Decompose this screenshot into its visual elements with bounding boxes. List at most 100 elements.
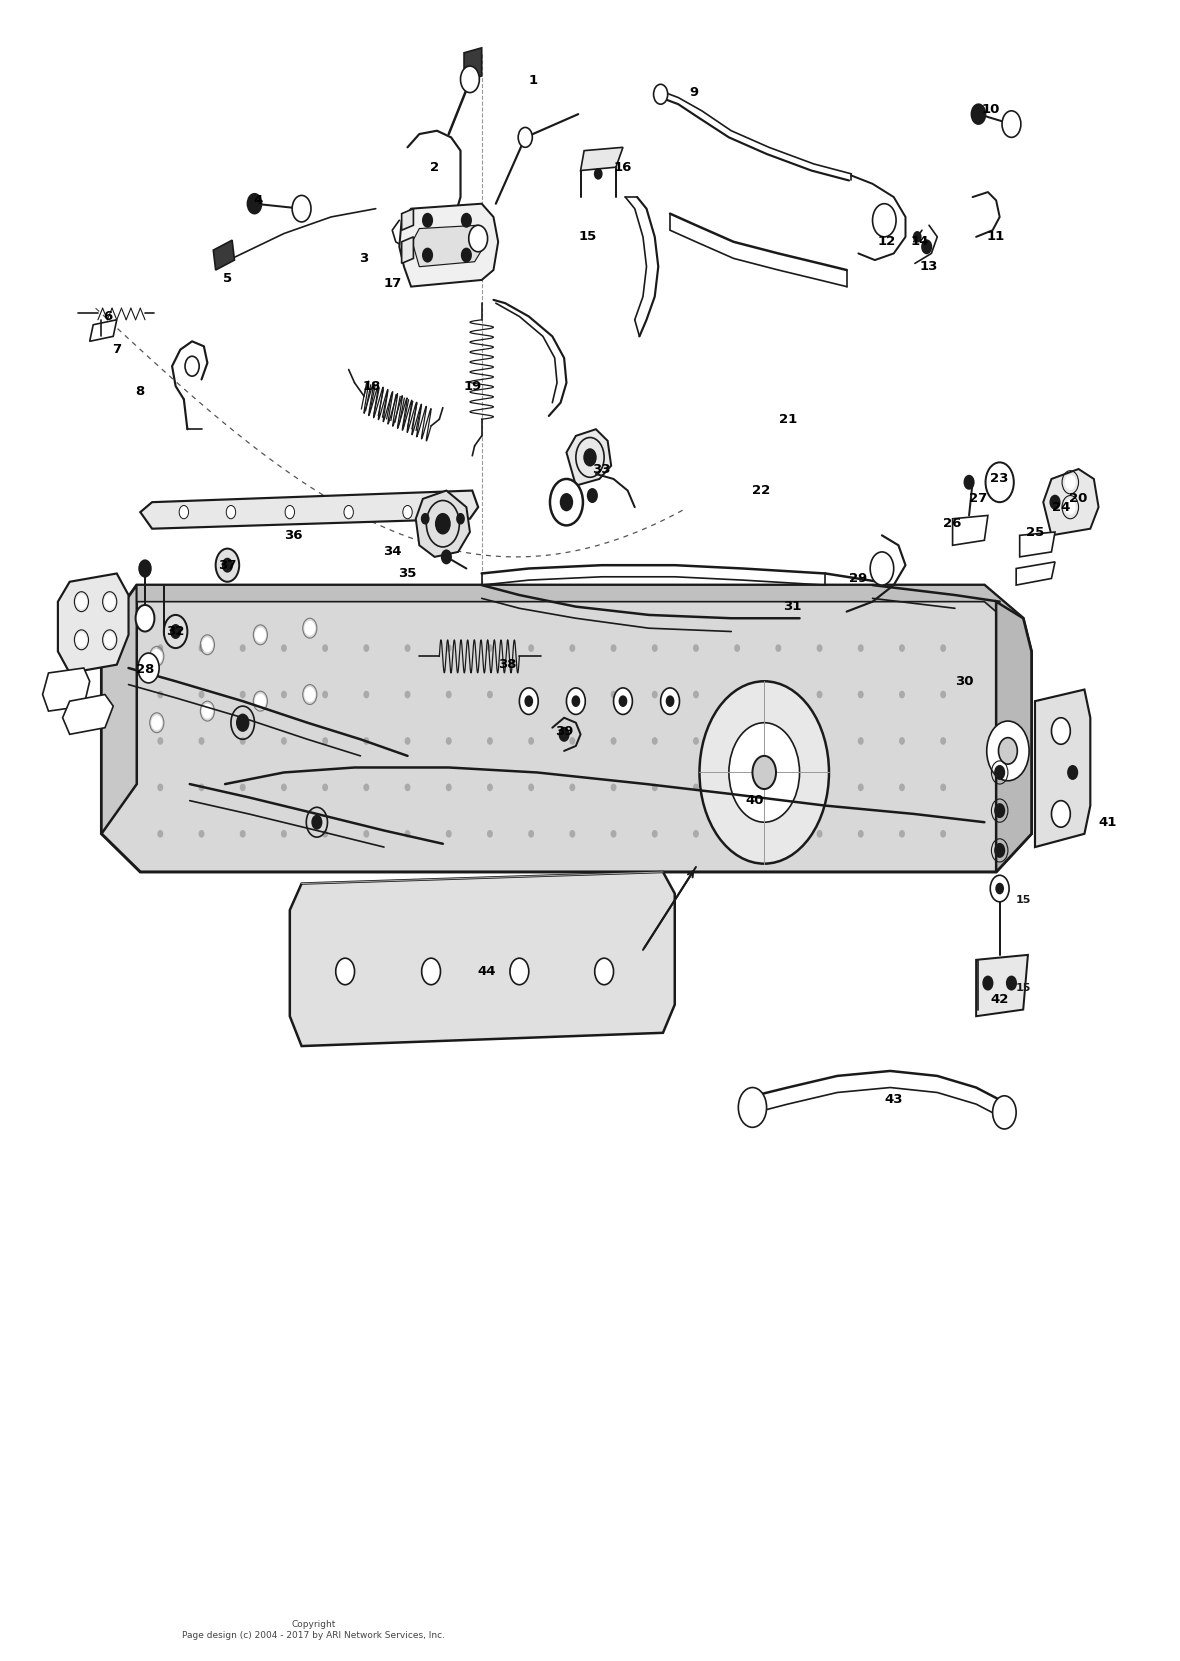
Circle shape (199, 691, 204, 698)
Circle shape (487, 784, 492, 791)
Text: 13: 13 (920, 261, 938, 272)
Text: 6: 6 (103, 311, 112, 322)
Polygon shape (581, 148, 623, 171)
Circle shape (282, 691, 286, 698)
Circle shape (550, 478, 583, 525)
Text: 19: 19 (464, 380, 481, 392)
Circle shape (487, 737, 492, 744)
Polygon shape (63, 694, 113, 734)
Circle shape (986, 721, 1029, 781)
Text: 1: 1 (529, 75, 538, 88)
Circle shape (241, 830, 244, 837)
Circle shape (199, 784, 204, 791)
Circle shape (171, 625, 181, 638)
Circle shape (614, 688, 632, 714)
Circle shape (1050, 495, 1060, 508)
Circle shape (940, 644, 945, 651)
Text: 3: 3 (360, 252, 368, 264)
Circle shape (611, 644, 616, 651)
Circle shape (77, 633, 86, 646)
Polygon shape (412, 226, 481, 267)
Circle shape (158, 644, 163, 651)
Polygon shape (1035, 689, 1090, 847)
Circle shape (203, 638, 212, 651)
Circle shape (323, 784, 327, 791)
Circle shape (694, 644, 699, 651)
Circle shape (559, 728, 569, 741)
Polygon shape (58, 573, 129, 673)
Circle shape (441, 550, 451, 563)
Circle shape (164, 615, 188, 648)
Text: 37: 37 (218, 558, 237, 571)
Circle shape (158, 830, 163, 837)
Circle shape (753, 756, 776, 789)
Circle shape (199, 737, 204, 744)
Circle shape (105, 595, 114, 608)
Text: Copyright
Page design (c) 2004 - 2017 by ARI Network Services, Inc.: Copyright Page design (c) 2004 - 2017 by… (182, 1621, 445, 1639)
Circle shape (859, 691, 863, 698)
Circle shape (461, 214, 471, 228)
Circle shape (922, 241, 931, 254)
Circle shape (446, 830, 451, 837)
Circle shape (859, 784, 863, 791)
Circle shape (653, 830, 657, 837)
Circle shape (776, 691, 780, 698)
Circle shape (611, 784, 616, 791)
Text: 10: 10 (981, 103, 999, 116)
Circle shape (468, 226, 487, 252)
Circle shape (572, 696, 579, 706)
Circle shape (223, 558, 232, 571)
Circle shape (287, 507, 294, 517)
Text: 2: 2 (430, 161, 439, 174)
Circle shape (776, 784, 780, 791)
Circle shape (529, 830, 533, 837)
Circle shape (323, 737, 327, 744)
Circle shape (940, 830, 945, 837)
Circle shape (776, 644, 780, 651)
Circle shape (620, 696, 627, 706)
Text: 42: 42 (990, 993, 1009, 1007)
Circle shape (323, 830, 327, 837)
Text: 31: 31 (784, 600, 801, 613)
Circle shape (461, 249, 471, 262)
Circle shape (306, 621, 315, 635)
Circle shape (365, 830, 368, 837)
Circle shape (735, 737, 740, 744)
Circle shape (105, 633, 114, 646)
Text: 5: 5 (223, 272, 232, 284)
Polygon shape (952, 515, 988, 545)
Text: 32: 32 (166, 625, 185, 638)
Circle shape (323, 644, 327, 651)
Circle shape (872, 204, 896, 238)
Circle shape (446, 784, 451, 791)
Polygon shape (140, 490, 478, 528)
Circle shape (900, 737, 904, 744)
Circle shape (518, 128, 532, 148)
Circle shape (1002, 111, 1021, 138)
Text: 16: 16 (614, 161, 632, 174)
Circle shape (990, 875, 1009, 902)
Circle shape (138, 653, 159, 683)
Circle shape (152, 716, 162, 729)
Circle shape (487, 830, 492, 837)
Circle shape (859, 644, 863, 651)
Text: 12: 12 (878, 236, 896, 249)
Text: 35: 35 (399, 566, 417, 580)
Text: 44: 44 (477, 965, 496, 978)
Circle shape (940, 737, 945, 744)
Circle shape (185, 355, 199, 375)
Circle shape (735, 784, 740, 791)
Circle shape (282, 784, 286, 791)
Circle shape (729, 723, 800, 822)
Circle shape (560, 493, 572, 510)
Circle shape (964, 475, 974, 488)
Circle shape (422, 249, 432, 262)
Circle shape (199, 644, 204, 651)
Text: 15: 15 (1016, 983, 1031, 993)
Polygon shape (996, 601, 1031, 872)
Circle shape (900, 784, 904, 791)
Circle shape (971, 105, 985, 125)
Text: 36: 36 (284, 528, 302, 541)
Circle shape (611, 691, 616, 698)
Text: 21: 21 (779, 414, 797, 425)
